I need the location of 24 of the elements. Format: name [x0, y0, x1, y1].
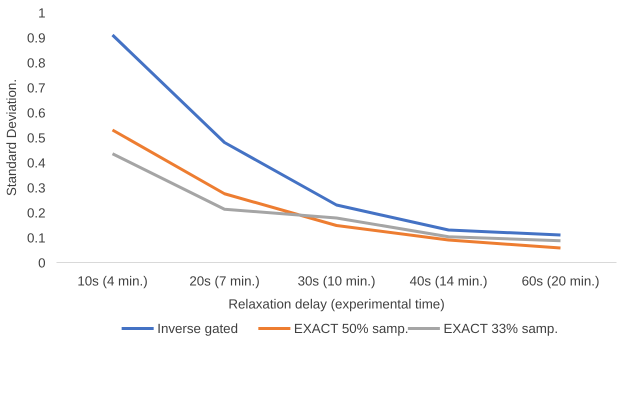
y-tick-label: 1 [38, 6, 46, 20]
y-tick-label: 0.4 [26, 156, 46, 170]
line-series [111, 128, 562, 250]
line-series [111, 34, 562, 236]
y-tick-label: 0.5 [26, 130, 46, 146]
x-tick-label: 60s (20 min.) [522, 274, 600, 288]
legend-label: EXACT 33% samp. [443, 321, 558, 336]
y-tick-label: 0.3 [26, 180, 46, 196]
y-tick-label: 0.1 [26, 230, 46, 246]
x-tick-label: 30s (10 min.) [298, 274, 376, 288]
x-tick-label: 20s (7 min.) [189, 274, 260, 288]
y-tick-label: 0.6 [26, 106, 46, 120]
y-axis-title: Standard Deviation. [4, 78, 19, 196]
legend-label: EXACT 50% samp. [294, 321, 409, 336]
x-tick-label: 40s (14 min.) [410, 274, 488, 288]
line-series [111, 152, 562, 242]
legend-label: Inverse gated [157, 321, 238, 336]
x-axis-title: Relaxation delay (experimental time) [228, 296, 445, 312]
y-tick-label: 0.7 [26, 80, 46, 96]
y-tick-label: 0 [38, 256, 46, 270]
y-tick-label: 0.9 [26, 30, 46, 46]
y-tick-label: 0.2 [26, 206, 46, 220]
x-tick-label: 10s (4 min.) [77, 274, 148, 288]
y-tick-label: 0.8 [26, 56, 46, 70]
